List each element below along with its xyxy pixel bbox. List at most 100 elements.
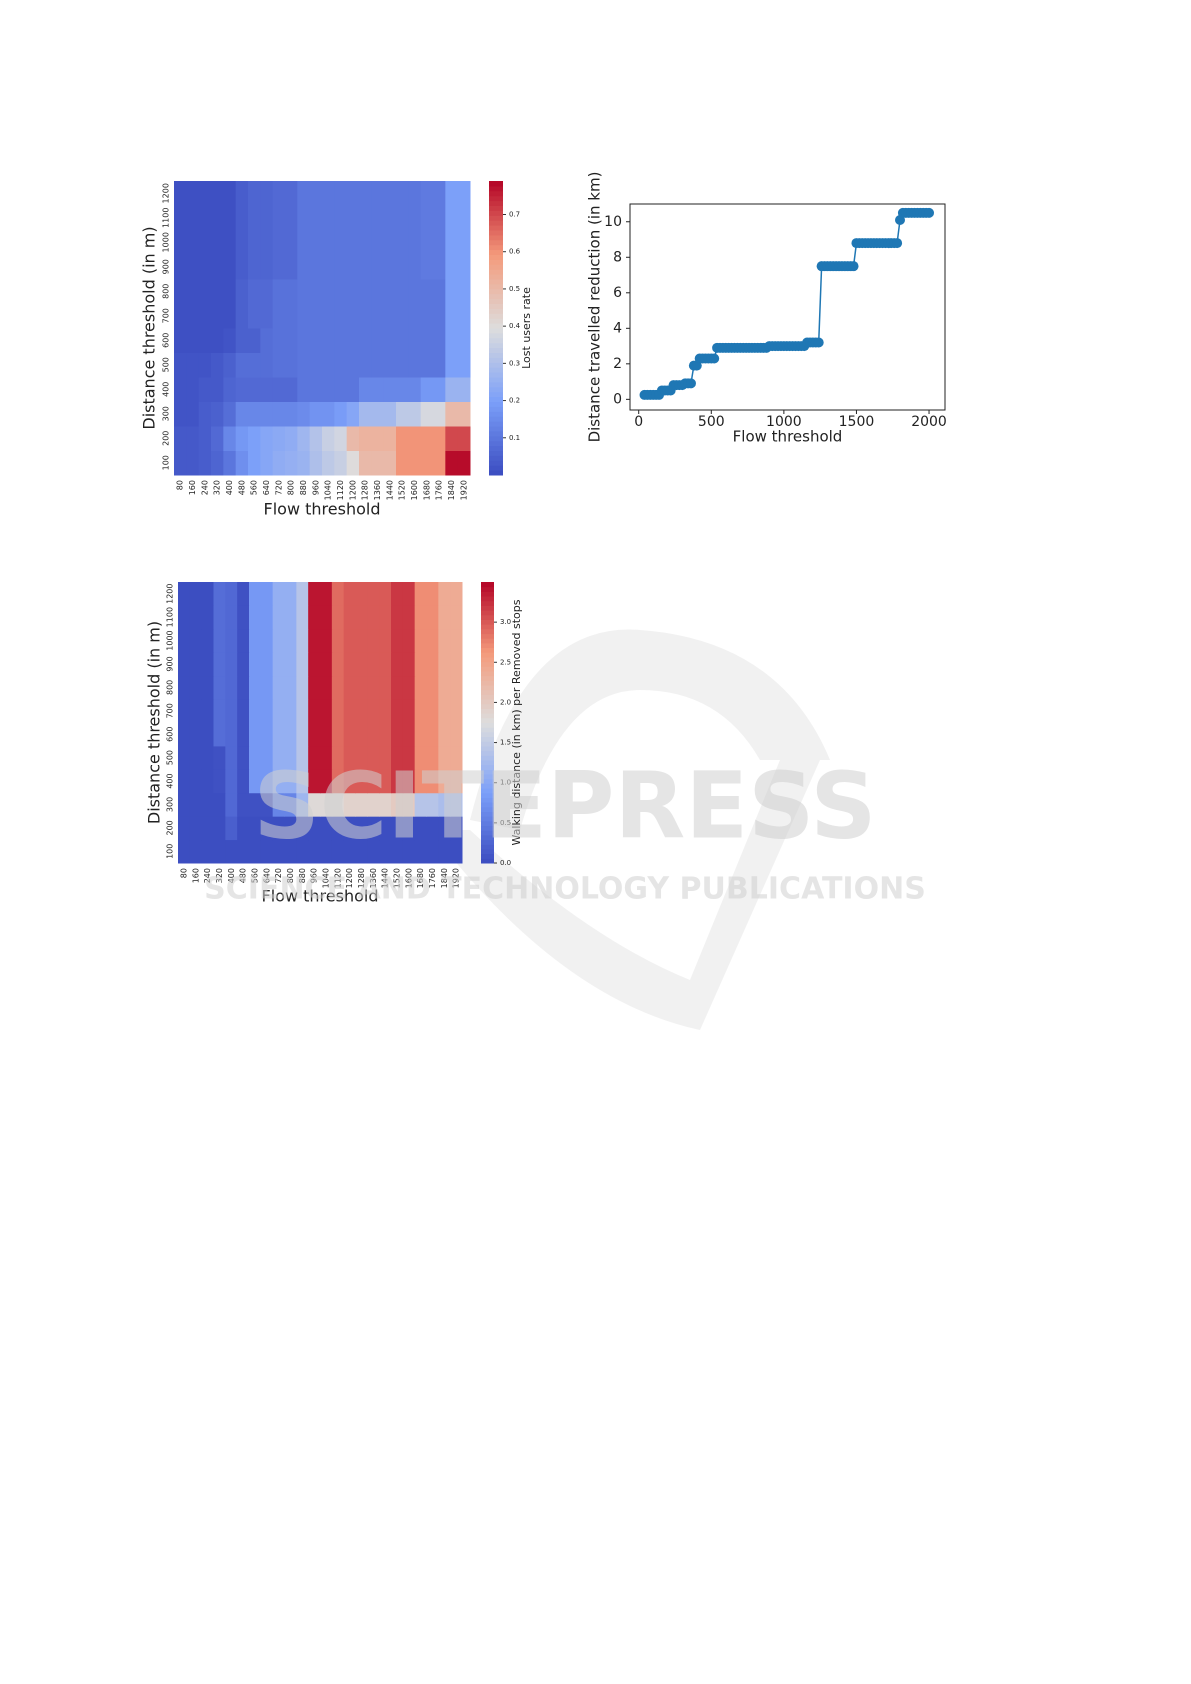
colorbar-segment (481, 666, 494, 672)
heatmap-cell (450, 769, 463, 794)
heatmap-cell (445, 254, 459, 280)
colorbar-segment (481, 750, 494, 756)
heatmap-cell (320, 675, 333, 700)
heatmap-cell (260, 699, 274, 723)
watermark-subtitle: SCIENCE AND TECHNOLOGY PUBLICATIONS (204, 872, 926, 907)
heatmap-cell (414, 652, 427, 677)
heatmap-cell (260, 675, 274, 700)
heatmap-cell (249, 605, 262, 630)
heatmap-cell (296, 839, 309, 864)
heatmap-cell (296, 722, 309, 747)
heatmap-cell (367, 699, 380, 723)
heatmap-cell (225, 722, 238, 747)
heatmap-cell (420, 401, 434, 427)
heatmap-cell (379, 605, 392, 630)
colorbar-segment (481, 792, 494, 798)
heatmap-cell (297, 279, 311, 304)
heatmap-cell (343, 792, 356, 817)
heatmap-cell (346, 377, 360, 402)
colorbar-segment (481, 647, 494, 653)
heatmap-cell (391, 628, 404, 653)
heatmap-cell (445, 230, 459, 255)
heatmap-cell (355, 699, 368, 723)
heatmap-cell (237, 582, 250, 606)
colorbar-segment (481, 610, 494, 616)
x-tick-label: 800 (286, 868, 295, 883)
heatmap-cell (248, 230, 261, 255)
heatmap-cell (402, 605, 416, 630)
heatmap-cell (297, 401, 311, 427)
heatmap-cell (355, 605, 368, 630)
heatmap-cell (320, 605, 333, 630)
heatmap-cell (225, 582, 238, 606)
heatmap-cell (408, 401, 422, 427)
heatmap-cell (248, 328, 261, 353)
colorbar-segment (481, 619, 494, 625)
heatmap-cell (445, 377, 459, 402)
x-tick-label: 500 (698, 414, 725, 430)
colorbar-segment (481, 614, 494, 620)
heatmap-cell (346, 205, 360, 231)
heatmap-cell (331, 839, 345, 864)
heatmap-cell (186, 303, 200, 329)
heatmap-cell (260, 450, 274, 476)
heatmap-cell (211, 426, 224, 451)
x-tick-label: 640 (262, 868, 271, 883)
heatmap-cell (249, 699, 262, 723)
heatmap-cell (297, 254, 311, 280)
y-tick-label: 1200 (162, 183, 171, 203)
colorbar-segment (481, 820, 494, 827)
heatmap-cell (285, 328, 298, 353)
heatmap-cell (178, 745, 191, 770)
heatmap-cell (213, 816, 226, 841)
colorbar-segment (481, 764, 494, 770)
colorbar-segment (489, 259, 503, 265)
heatmap-cell (178, 605, 191, 630)
heatmap-cell (334, 401, 348, 427)
x-tick-label: 400 (225, 480, 234, 495)
heatmap-cell (211, 181, 224, 206)
heatmap-cell (457, 303, 471, 329)
colorbar-segment (481, 778, 494, 784)
heatmap-cell (414, 792, 427, 817)
heatmap-cell (174, 254, 187, 280)
heatmap-cell (211, 279, 224, 304)
colorbar-segment (489, 396, 503, 402)
heatmap-cell (186, 450, 200, 476)
heatmap-cell (223, 352, 237, 378)
colorbar-segment (481, 745, 494, 752)
heatmap-cell (272, 450, 286, 476)
colorbar-segment (481, 652, 494, 658)
colorbar-segment (481, 731, 494, 738)
heatmap-cell (198, 254, 212, 280)
colorbar-segment (481, 811, 494, 817)
colorbar-segment (489, 406, 503, 412)
heatmap-cell (331, 745, 345, 770)
colorbar-tick-label: 0.7 (509, 210, 520, 218)
colorbar-segment (489, 323, 503, 329)
x-tick-label: 320 (215, 868, 224, 883)
heatmap-cell (438, 628, 451, 653)
colorbar-segment (489, 465, 503, 471)
colorbar-segment (489, 460, 503, 466)
heatmap-cell (408, 230, 422, 255)
heatmap-cell (186, 426, 200, 451)
y-tick-label: 8 (613, 249, 622, 265)
heatmap-cell (402, 839, 416, 864)
colorbar-segment (481, 806, 494, 812)
heatmap-cell (391, 605, 404, 630)
heatmap-cell (334, 352, 348, 378)
heatmap-cell (201, 816, 214, 841)
heatmap-cell (201, 839, 214, 864)
heatmap-cell (189, 699, 203, 723)
colorbar-tick-label: 1.0 (500, 779, 511, 787)
heatmap-cell (355, 582, 368, 606)
heatmap-cell (248, 181, 261, 206)
heatmap-cell (309, 230, 323, 255)
heatmap-cell (383, 352, 397, 378)
heatmap-cell (223, 303, 237, 329)
heatmap-cell (450, 582, 463, 606)
heatmap-cell (213, 582, 226, 606)
heatmap-cell (272, 605, 285, 630)
